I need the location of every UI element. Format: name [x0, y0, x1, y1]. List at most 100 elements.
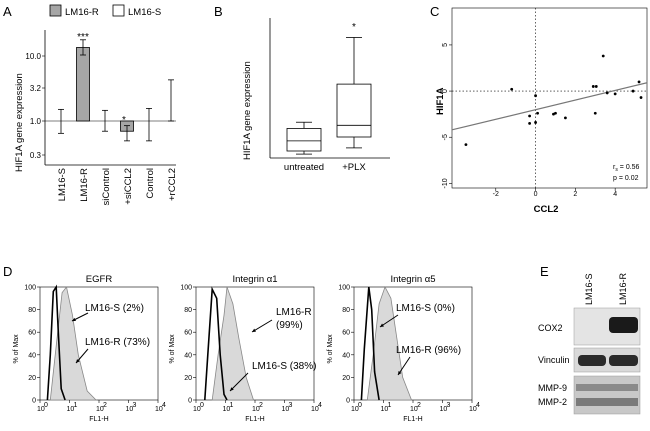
d-histogram-black — [46, 284, 66, 401]
d-xtick-label: 10 — [67, 406, 75, 413]
c-data-point — [613, 92, 617, 96]
c-xtick-label: 4 — [613, 191, 617, 198]
d-annotation-label: LM16-R — [276, 307, 312, 318]
e-row-label-mmp9: MMP-9 — [538, 383, 567, 393]
d-subpanel-title: Integrin α1 — [232, 274, 277, 285]
legend-swatch-lm16r — [49, 4, 62, 17]
d-ytick-label: 100 — [24, 285, 36, 292]
d-xtick-label: 10 — [410, 406, 418, 413]
e-band-mmp2 — [576, 398, 638, 406]
d-subpanel: Integrin α5100806040200100101102103104% … — [327, 274, 480, 423]
d-ytick-label: 20 — [184, 375, 192, 382]
b-box — [336, 83, 372, 138]
d-annotation-label: (99%) — [276, 320, 303, 331]
a-xtick-label: +rCCL2 — [167, 168, 178, 201]
legend-label-lm16s: LM16-S — [128, 7, 161, 18]
d-arrowhead — [398, 371, 402, 375]
d-subpanel-title: EGFR — [86, 274, 113, 285]
c-data-point — [637, 80, 641, 84]
panel-a: A LM16-R LM16-S 10.0 3.2 1.0 0.3 HIF1A g… — [3, 4, 178, 206]
c-xtick-label: -2 — [493, 191, 499, 198]
c-data-point — [510, 87, 514, 91]
d-xtick-exponent: 0 — [358, 402, 362, 409]
a-xtick-label: LM16-S — [57, 168, 68, 201]
d-xtick-exponent: 1 — [74, 402, 78, 409]
legend-swatch-lm16s — [112, 4, 125, 17]
d-xtick-exponent: 0 — [200, 402, 204, 409]
d-xtick-label: 10 — [381, 406, 389, 413]
d-ytick-label: 60 — [28, 330, 36, 337]
d-arrowhead — [252, 328, 256, 332]
d-ytick-label: 80 — [28, 307, 36, 314]
d-arrow — [379, 314, 399, 328]
c-data-point — [534, 94, 537, 98]
d-xtick-label: 10 — [469, 406, 477, 413]
c-data-point — [464, 143, 468, 147]
d-xtick-label: 10 — [252, 406, 260, 413]
d-xtick-label: 10 — [37, 406, 45, 413]
c-xtick-label: 2 — [573, 191, 577, 198]
d-xlabel: FL1-H — [403, 416, 422, 423]
d-xtick-label: 10 — [440, 406, 448, 413]
b-xtick-label: +PLX — [342, 162, 366, 173]
d-xtick-exponent: 1 — [388, 402, 392, 409]
b-boxes — [286, 37, 372, 155]
d-ytick-label: 40 — [184, 352, 192, 359]
d-arrowhead — [72, 317, 76, 321]
d-annotation-label: LM16-R (73%) — [85, 337, 150, 348]
e-row-label-cox2: COX2 — [538, 323, 563, 333]
d-annotation-label: LM16-S (2%) — [85, 303, 144, 314]
b-xtick-label: untreated — [284, 162, 324, 173]
d-xtick-exponent: 4 — [476, 402, 480, 409]
d-xtick-exponent: 3 — [289, 402, 293, 409]
d-ytick-label: 80 — [184, 307, 192, 314]
c-data-point — [631, 89, 635, 93]
d-xtick-label: 10 — [223, 406, 231, 413]
d-xtick-label: 10 — [126, 406, 134, 413]
d-xtick-exponent: 0 — [44, 402, 48, 409]
panel-c: C -2 0 2 4 5 0 -5 -10 CCL2 HIF1A rs = 0.56 p = … — [430, 4, 648, 215]
a-xtick-label: +siCCL2 — [123, 168, 134, 205]
d-xtick-exponent: 4 — [162, 402, 166, 409]
c-ytick-label: 5 — [442, 43, 449, 47]
c-xlabel: CCL2 — [534, 204, 559, 215]
a-xtick-label: LM16-R — [79, 168, 90, 202]
d-xtick-label: 10 — [311, 406, 319, 413]
d-histogram-black — [360, 286, 380, 401]
b-box — [286, 128, 322, 152]
d-ylabel: % of Max — [13, 334, 20, 364]
e-row-label-mmp2: MMP-2 — [538, 397, 567, 407]
a-ytick-label: 3.2 — [30, 84, 42, 93]
e-blot-cox2 — [573, 307, 641, 346]
c-data-point — [528, 121, 532, 125]
c-data-point — [601, 54, 605, 58]
d-arrow — [251, 319, 273, 333]
d-ylabel: % of Max — [327, 334, 334, 364]
d-ytick-label: 100 — [180, 285, 192, 292]
c-ytick-label: -5 — [442, 134, 449, 140]
c-stat-r-subscript: s — [615, 167, 618, 173]
d-histogram-black — [204, 286, 228, 401]
c-plot-frame — [451, 7, 648, 189]
d-xtick-exponent: 3 — [133, 402, 137, 409]
d-plot-frame — [195, 286, 315, 401]
d-xtick-label: 10 — [193, 406, 201, 413]
panel-letter-a: A — [3, 4, 12, 19]
d-ytick-label: 40 — [28, 352, 36, 359]
d-xlabel: FL1-H — [89, 416, 108, 423]
panel-letter-e: E — [540, 264, 549, 279]
d-xtick-exponent: 2 — [103, 402, 107, 409]
c-xtick-label: 0 — [534, 191, 538, 198]
d-xlabel: FL1-H — [245, 416, 264, 423]
d-ylabel: % of Max — [169, 334, 176, 364]
d-xtick-exponent: 1 — [230, 402, 234, 409]
d-annotation-label: LM16-S (0%) — [396, 303, 455, 314]
b-significance: * — [352, 22, 356, 33]
d-histogram-gray — [49, 286, 97, 401]
d-xtick-label: 10 — [351, 406, 359, 413]
d-ytick-label: 20 — [342, 375, 350, 382]
a-significance-lm16r: *** — [77, 32, 89, 43]
e-lane-label-lm16r: LM16-R — [618, 272, 628, 305]
d-arrow — [397, 356, 411, 376]
